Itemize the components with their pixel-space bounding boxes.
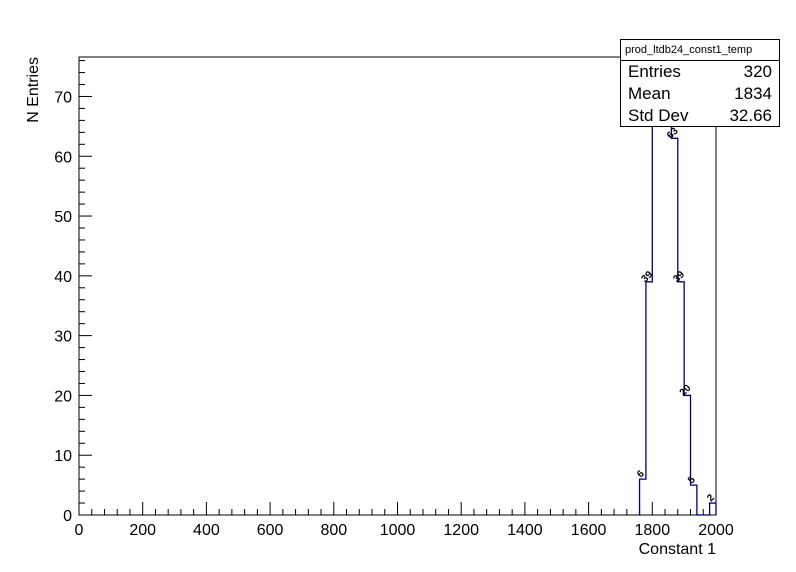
- stats-histogram-name: prod_ltdb24_const1_temp: [621, 40, 779, 61]
- x-axis-title: Constant 1: [639, 541, 716, 558]
- y-axis-title: N Entries: [25, 57, 42, 123]
- stats-mean-value: 1834: [734, 84, 772, 103]
- y-tick-label: 50: [54, 209, 72, 226]
- x-tick-label: 1800: [635, 522, 671, 539]
- bin-value-label: 20: [678, 383, 694, 399]
- bin-value-label: 39: [671, 269, 687, 285]
- x-tick-label: 1400: [507, 522, 543, 539]
- x-tick-label: 400: [193, 522, 220, 539]
- x-tick-label: 2000: [698, 522, 734, 539]
- stats-mean-label: Mean: [628, 84, 671, 103]
- x-tick-label: 1000: [380, 522, 416, 539]
- stats-box: prod_ltdb24_const1_temp Entries 320 Mean…: [620, 39, 780, 127]
- y-tick-label: 40: [54, 269, 72, 286]
- x-tick-label: 800: [320, 522, 347, 539]
- y-tick-label: 10: [54, 448, 72, 465]
- x-tick-label: 1600: [571, 522, 607, 539]
- bin-value-label: 39: [640, 269, 656, 285]
- stats-stddev-row: Std Dev 32.66: [621, 105, 779, 127]
- y-tick-label: 0: [63, 508, 72, 525]
- x-tick-label: 1200: [443, 522, 479, 539]
- y-tick-label: 60: [54, 149, 72, 166]
- x-tick-label: 200: [129, 522, 156, 539]
- bin-value-label: 5: [686, 474, 698, 486]
- y-axis: 0 10 20 30 40 50 60 70: [54, 60, 92, 525]
- x-tick-label: 0: [75, 522, 84, 539]
- x-tick-label: 600: [257, 522, 284, 539]
- stats-entries-value: 320: [743, 62, 772, 81]
- x-axis: 0 200 400 600 800 1000 1200 1400 1600 1800 2000: [75, 502, 734, 539]
- y-tick-label: 70: [54, 89, 72, 106]
- y-tick-label: 20: [54, 388, 72, 405]
- stats-entries-row: Entries 320: [621, 61, 779, 83]
- y-tick-label: 30: [54, 329, 72, 346]
- stats-mean-row: Mean 1834: [621, 83, 779, 105]
- stats-stddev-label: Std Dev: [628, 106, 689, 125]
- stats-entries-label: Entries: [628, 62, 681, 81]
- histogram-outline: [638, 65, 717, 516]
- stats-stddev-value: 32.66: [729, 106, 772, 125]
- bin-value-label: 63: [665, 125, 681, 141]
- bin-value-label: 2: [705, 492, 717, 504]
